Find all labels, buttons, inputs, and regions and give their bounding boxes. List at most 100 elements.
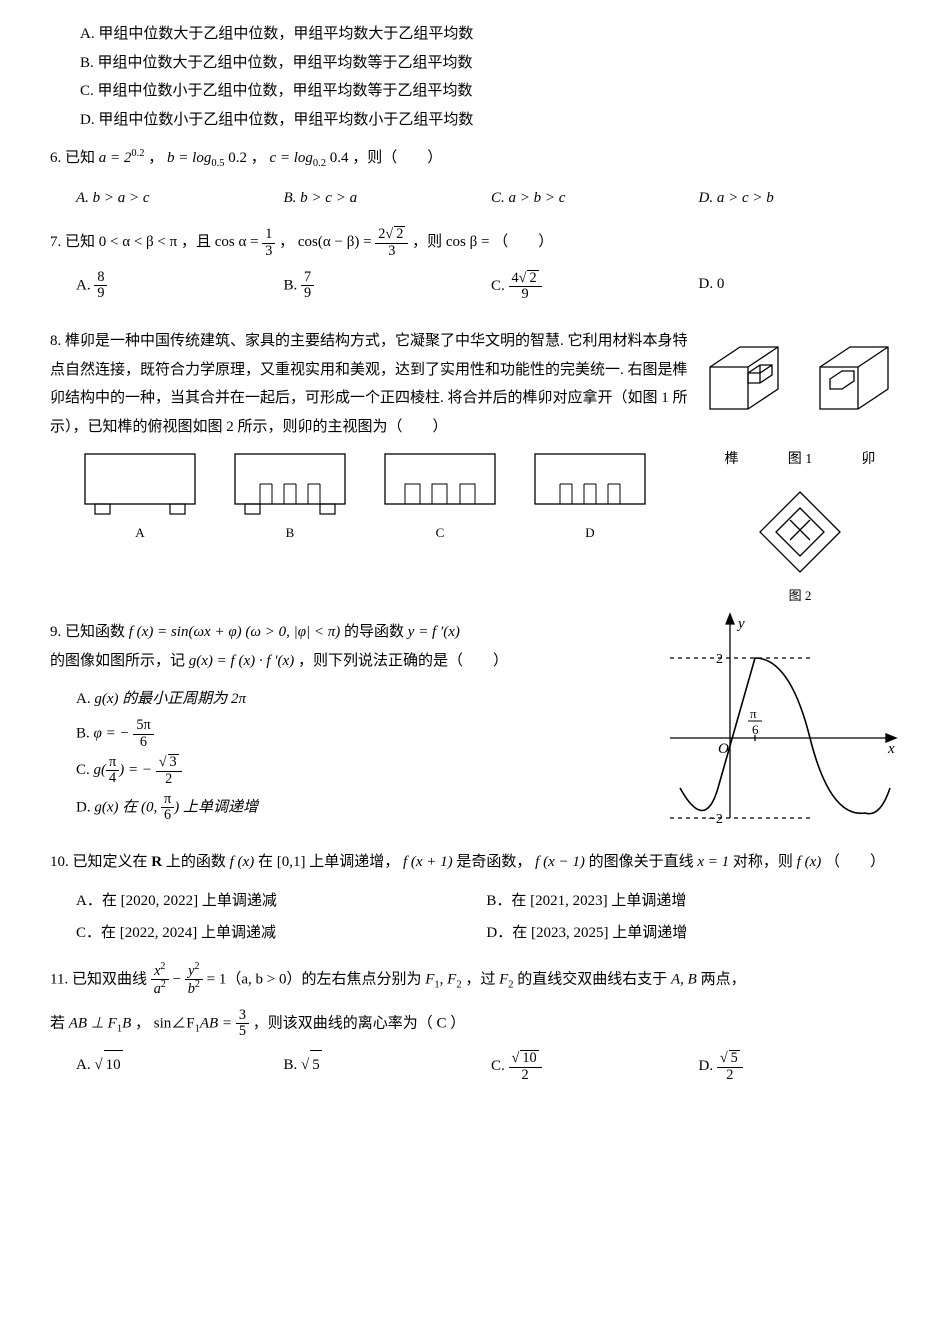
q11-f2ne: 2 <box>195 961 200 972</box>
q7-mid: ， cos(α − β) = <box>279 235 375 251</box>
q9D-pre: D. <box>76 799 94 815</box>
q7B-frac: 79 <box>301 270 314 302</box>
q9-stem: 9. 已知函数 f (x) = sin(ωx + φ) (ω > 0, |φ| … <box>50 618 648 675</box>
q8-right-figs: 榫 图 1 卯 图 2 <box>700 317 900 608</box>
q7A-label: A. <box>76 277 94 293</box>
q10-R: R <box>151 854 162 870</box>
q10-e: f (x + 1) <box>403 854 453 870</box>
fig1-label: 图 1 <box>788 447 813 474</box>
q7B-label: B. <box>284 277 302 293</box>
y-axis-label: y <box>736 616 745 632</box>
q11-F2b: F <box>499 971 508 987</box>
q11-f2da: b <box>188 981 195 997</box>
tenon-mortise-3d-icon <box>700 317 900 447</box>
q8-row: 8. 榫卯是一种中国传统建筑、家具的主要结构方式，它凝聚了中华文明的智慧. 它利… <box>50 317 900 608</box>
q5-opt-a: A. 甲组中位数大于乙组中位数，甲组平均数大于乙组平均数 <box>80 20 900 49</box>
q11C-d: 2 <box>509 1068 542 1084</box>
q10-a: 10. 已知定义在 <box>50 854 151 870</box>
q11-f2d: b2 <box>185 980 203 997</box>
q10-opt-a: A．在 [2020, 2022] 上单调递减 <box>70 885 480 918</box>
q11C-frac: 10 2 <box>509 1050 542 1083</box>
q8-label-c: C <box>380 521 500 546</box>
origin-label: O <box>718 741 729 757</box>
q6-c-base: 0.2 <box>313 158 326 169</box>
q6-suffix: ，则（ ） <box>352 150 442 166</box>
q11D-d: 2 <box>717 1068 743 1084</box>
q7C-label: C. <box>491 278 509 294</box>
q7-frac2-n: 22 <box>375 226 408 244</box>
q7-opt-b: B. 79 <box>278 268 486 305</box>
q6-a-exp: 0.2 <box>131 148 144 159</box>
q10-f: 是奇函数， <box>456 854 531 870</box>
q9-l1c: 的导函数 <box>344 624 408 640</box>
q7-frac2-sqrt: 2 <box>394 226 405 243</box>
q11B-sqrt: 5 <box>310 1050 322 1080</box>
root-icon <box>519 270 527 286</box>
q7-stem: 7. 已知 0 < α < β < π ，且 cos α = 1 3 ， cos… <box>50 226 900 259</box>
root-icon <box>720 1050 728 1066</box>
q8-option-figs: A B <box>80 449 688 546</box>
q11D-n: 5 <box>717 1050 743 1068</box>
q11-AB: A, B <box>671 971 697 987</box>
q8-optC-fig: C <box>380 449 500 546</box>
q7-frac1-d: 3 <box>262 244 275 260</box>
q11C-n: 10 <box>509 1050 542 1068</box>
q9-l1a: 9. 已知函数 <box>50 624 129 640</box>
pi6-d: 6 <box>752 722 759 737</box>
q5-options: A. 甲组中位数大于乙组中位数，甲组平均数大于乙组平均数 B. 甲组中位数大于乙… <box>50 20 900 134</box>
q7C-n: 42 <box>509 270 542 288</box>
q11-frac2: y2 b2 <box>185 962 203 998</box>
q11-l2d: AB = <box>200 1015 236 1031</box>
q6-b-base: 0.5 <box>211 158 224 169</box>
q11D-frac: 5 2 <box>717 1050 743 1083</box>
q8-optA-fig: A <box>80 449 200 546</box>
q11-l2a: 若 <box>50 1015 69 1031</box>
front-view-d-icon <box>530 449 650 519</box>
q7B-n: 7 <box>301 270 314 287</box>
q11-stem: 11. 已知双曲线 x2 a2 − y2 b2 = 1（a, b > 0）的左右… <box>50 962 900 998</box>
q6-opt-d: D. a > c > b <box>693 182 901 215</box>
q6-sep1: ， <box>148 150 167 166</box>
q9C-valn: 3 <box>156 754 182 772</box>
q10-i: x = 1 <box>697 854 729 870</box>
q9B-d: 6 <box>133 735 153 751</box>
q11C-label: C. <box>491 1058 509 1074</box>
q11D-label: D. <box>699 1058 717 1074</box>
q9D-frac: π6 <box>161 792 174 824</box>
q6-a: a = 2 <box>99 150 132 166</box>
q11-f1de: 2 <box>161 979 166 990</box>
q7C-sqrt: 2 <box>527 270 538 287</box>
q9C-val: 32 <box>156 754 182 787</box>
q9D-d: 6 <box>161 808 174 824</box>
front-view-a-icon <box>80 449 200 519</box>
q9-opt-a: A. g(x) 的最小正周期为 2π <box>70 683 359 716</box>
q9D-n: π <box>161 792 174 809</box>
q8-fig1-labels: 榫 图 1 卯 <box>700 447 900 474</box>
q7-frac1-n: 1 <box>262 227 275 244</box>
q8-text: 8. 榫卯是一种中国传统建筑、家具的主要结构方式，它凝聚了中华文明的智慧. 它利… <box>50 317 688 608</box>
q11-opt-b: B. 5 <box>278 1048 486 1085</box>
front-view-b-icon <box>230 449 350 519</box>
q6-options: A. b > a > c B. b > c > a C. a > b > c D… <box>70 182 900 215</box>
sun-label: 榫 <box>725 447 739 474</box>
root-icon <box>94 1057 102 1073</box>
q11-l2b: AB ⊥ F <box>69 1015 117 1031</box>
q6-opt-b: B. b > c > a <box>278 182 486 215</box>
q9-l2b: g(x) = f (x) · f ′(x) <box>189 653 294 669</box>
q9C-g: g( <box>94 762 107 778</box>
q9-l2c: ，则下列说法正确的是（ ） <box>298 653 508 669</box>
root-icon <box>159 754 167 770</box>
q6-sep2: ， <box>251 150 270 166</box>
q9-opt-b: B. φ = − 5π6 <box>70 716 359 752</box>
q6-b-arg: 0.2 <box>224 150 247 166</box>
top-view-icon <box>700 482 900 582</box>
q9-graph: y x 2 −2 O π 6 <box>660 608 900 838</box>
q9C-vald: 2 <box>156 772 182 788</box>
q9B-phi: φ = − <box>94 726 130 742</box>
q7-frac1: 1 3 <box>262 227 275 259</box>
q8-label-a: A <box>80 521 200 546</box>
y-neg2-label: −2 <box>708 812 723 827</box>
q9A-body: g(x) 的最小正周期为 2π <box>94 691 246 707</box>
q9C-argn: π <box>106 755 119 772</box>
q11-f2n: y2 <box>185 962 203 980</box>
